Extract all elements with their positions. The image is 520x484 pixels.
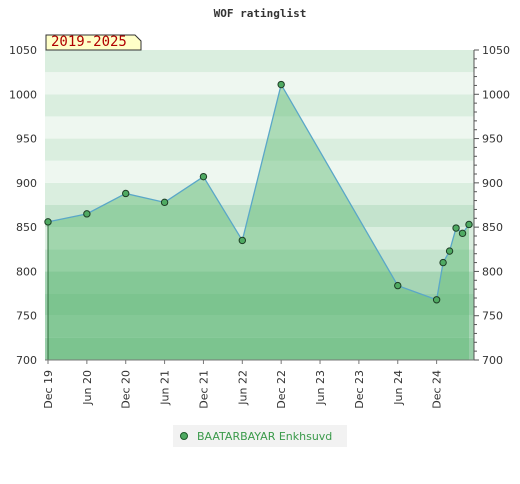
band: [45, 315, 474, 338]
y-tick-label-right: 1050: [482, 44, 510, 57]
y-tick-label-left: 1000: [9, 88, 37, 101]
y-tick-label-right: 700: [482, 354, 503, 367]
band: [45, 205, 474, 228]
x-tick-label: Dec 22: [275, 370, 288, 409]
badge-label: 2019-2025: [51, 34, 127, 50]
y-tick-label-right: 850: [482, 221, 503, 234]
x-tick-label: Dec 23: [353, 370, 366, 409]
y-tick-label-right: 750: [482, 310, 503, 323]
legend-box: [173, 425, 347, 447]
data-point: [452, 224, 460, 232]
band: [45, 72, 474, 95]
x-tick-label: Jun 24: [392, 370, 405, 406]
x-tick-label: Dec 21: [197, 370, 210, 409]
x-tick-label: Jun 23: [314, 370, 327, 406]
data-point: [465, 220, 473, 229]
data-point: [44, 218, 52, 226]
year-range-badge: 2019-2025: [45, 34, 142, 51]
legend-label: BAATARBAYAR Enkhsuvd: [197, 430, 332, 443]
points-layer: [44, 80, 473, 304]
y-tick-label-right: 900: [482, 177, 503, 190]
y-tick-label-left: 800: [16, 265, 37, 278]
data-point: [445, 247, 454, 255]
data-point: [394, 281, 402, 290]
data-point: [199, 172, 208, 181]
y-tick-label-left: 700: [16, 354, 37, 367]
y-tick-label-right: 1000: [482, 88, 510, 101]
band: [45, 116, 474, 139]
band: [45, 94, 474, 117]
legend: BAATARBAYAR Enkhsuvd: [173, 425, 347, 447]
band: [45, 138, 474, 161]
y-tick-label-left: 1050: [9, 44, 37, 57]
y-tick-label-left: 900: [16, 177, 37, 190]
band: [45, 50, 474, 73]
axes: 700 700 750 750 800 800 850 850 900 900 950 950 1000…: [9, 44, 510, 409]
legend-marker: [180, 432, 188, 440]
chart-title: WOF ratinglist: [214, 7, 307, 20]
band: [45, 249, 474, 272]
band: [45, 293, 474, 316]
y-tick-label-right: 800: [482, 265, 503, 278]
x-tick-label: Dec 19: [42, 370, 55, 409]
data-point: [160, 198, 169, 207]
data-point: [238, 236, 247, 245]
x-tick-label: Jun 21: [159, 370, 172, 406]
data-point: [458, 229, 467, 238]
data-point: [439, 258, 447, 267]
area-layer: [47, 82, 470, 361]
data-point: [83, 210, 91, 218]
rating-line: [47, 82, 470, 301]
data-point: [122, 189, 130, 198]
y-tick-label-left: 750: [16, 310, 37, 323]
band: [45, 271, 474, 294]
y-tick-label-right: 950: [482, 133, 503, 146]
x-tick-label: Jun 22: [236, 370, 249, 406]
x-tick-label: Dec 24: [431, 370, 444, 409]
x-tick-label: Dec 20: [120, 370, 133, 409]
y-tick-label-left: 950: [16, 133, 37, 146]
badge-box: [45, 34, 142, 51]
band: [45, 337, 474, 360]
x-tick-label: Jun 20: [81, 370, 94, 406]
data-point: [277, 80, 285, 89]
y-tick-label-left: 850: [16, 221, 37, 234]
data-point: [432, 296, 441, 304]
rating-area: [48, 84, 469, 361]
